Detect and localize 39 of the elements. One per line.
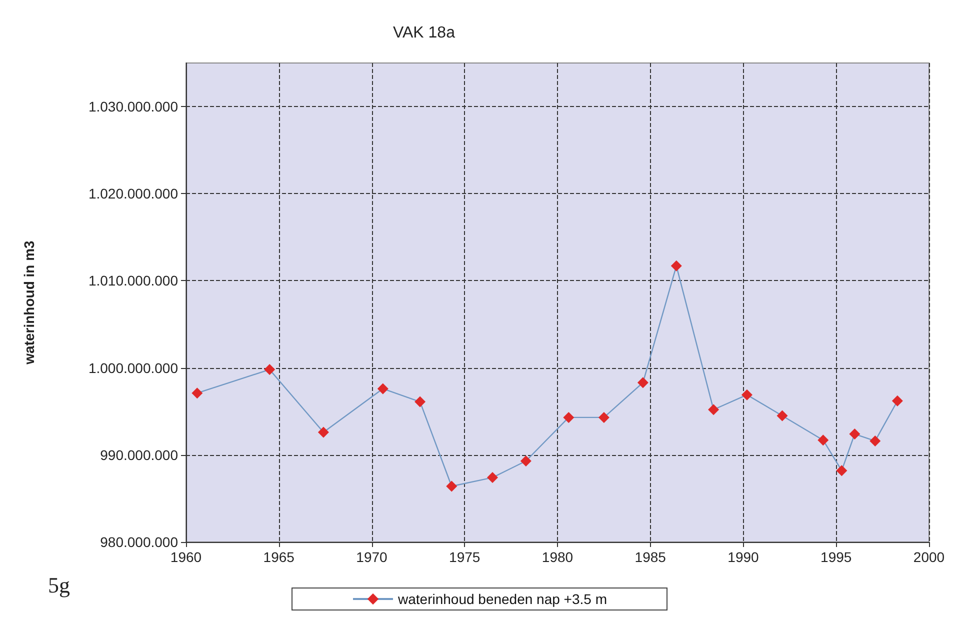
point	[377, 383, 388, 394]
x-tick-label: 2000	[913, 549, 945, 565]
x-tick-label: 1995	[820, 549, 852, 565]
point	[563, 412, 574, 423]
chart-title: VAK 18a	[393, 24, 456, 42]
point	[598, 412, 610, 423]
x-tick-label: 1970	[356, 549, 388, 565]
point	[670, 260, 682, 272]
point	[414, 396, 426, 408]
y-axis-title: waterinhoud in m3	[21, 240, 37, 366]
x-tick-label: 1980	[542, 549, 574, 565]
y-tick-label: 990.000.000	[100, 446, 178, 463]
point	[849, 428, 860, 440]
text: 5g	[48, 572, 70, 598]
y-tick-label: 1.000.000.000	[88, 360, 178, 376]
point	[446, 480, 458, 492]
point	[637, 377, 648, 388]
legend-label: waterinhoud beneden nap +3.5 m	[397, 591, 607, 607]
y-tick-label: 1.010.000.000	[88, 272, 178, 289]
point	[741, 389, 752, 400]
point	[870, 435, 881, 446]
y-tick-label: 980.000.000	[100, 534, 178, 550]
point	[486, 472, 498, 484]
point	[192, 388, 203, 399]
point	[836, 465, 848, 476]
y-tick-label: 1.020.000.000	[88, 186, 178, 202]
x-tick-label: 1990	[728, 549, 760, 565]
point	[892, 395, 903, 406]
x-tick-label: 1985	[634, 549, 666, 565]
y-tick-label: 1.030.000.000	[88, 98, 178, 115]
x-tick-label: 1960	[170, 549, 202, 565]
x-tick-label: 1965	[263, 549, 295, 565]
point	[708, 404, 720, 416]
point	[520, 456, 532, 467]
point	[776, 410, 788, 422]
x-tick-label: 1975	[449, 549, 480, 565]
point	[264, 364, 276, 376]
point	[818, 434, 829, 446]
point	[318, 426, 329, 438]
